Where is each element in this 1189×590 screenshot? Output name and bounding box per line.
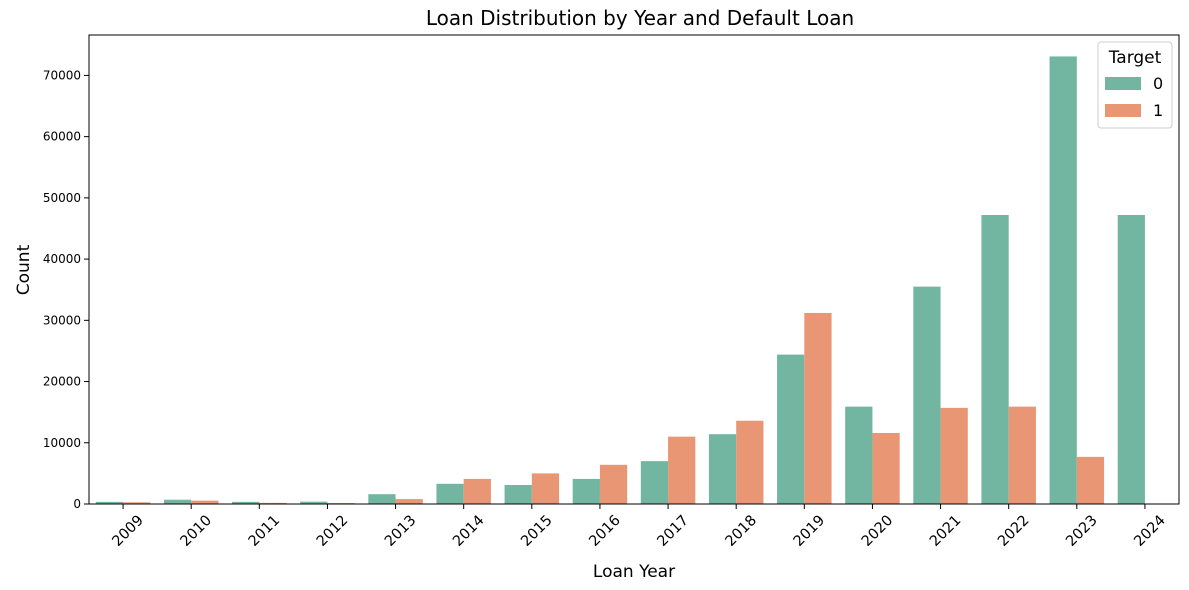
bar-2013-target-1 — [395, 499, 423, 504]
bar-2017-target-1 — [668, 436, 696, 504]
x-tick-label-2012: 2012 — [314, 512, 351, 549]
bars-group — [95, 56, 1145, 505]
bar-2019-target-0 — [777, 354, 805, 504]
x-tick-label-2022: 2022 — [995, 512, 1032, 549]
legend-swatch-1 — [1105, 104, 1141, 117]
bar-2021-target-0 — [913, 286, 941, 504]
bar-2012-target-0 — [300, 501, 328, 504]
y-tick-label-40000: 40000 — [43, 252, 81, 266]
x-tick-label-2016: 2016 — [586, 512, 623, 549]
bar-2011-target-0 — [232, 501, 260, 504]
bar-2021-target-1 — [940, 407, 968, 504]
bar-2014-target-1 — [463, 478, 491, 504]
bar-2015-target-0 — [504, 485, 532, 504]
x-tick-label-2021: 2021 — [927, 512, 964, 549]
legend-swatch-0 — [1105, 77, 1141, 90]
bar-2010-target-0 — [163, 499, 192, 504]
x-axis-label: Loan Year — [593, 562, 675, 582]
y-tick-label-10000: 10000 — [43, 436, 81, 450]
bar-2011-target-1 — [259, 502, 287, 504]
x-tick-label-2018: 2018 — [723, 512, 760, 549]
bar-2023-target-0 — [1049, 56, 1077, 505]
y-tick-label-70000: 70000 — [43, 68, 81, 82]
x-tick-label-2014: 2014 — [450, 512, 487, 549]
chart-title: Loan Distribution by Year and Default Lo… — [426, 6, 854, 30]
plot-frame — [88, 34, 1180, 505]
bar-2009-target-1 — [123, 502, 151, 504]
bar-2023-target-1 — [1076, 456, 1105, 504]
y-axis: 0 10000 20000 30000 40000 50000 60000 70000 — [43, 68, 89, 511]
y-tick-label-60000: 60000 — [43, 130, 81, 144]
y-tick-label-50000: 50000 — [43, 191, 81, 205]
legend: Target 0 1 — [1097, 41, 1173, 129]
bar-2017-target-0 — [640, 461, 669, 504]
legend-label-0: 0 — [1153, 74, 1163, 93]
x-tick-label-2023: 2023 — [1063, 512, 1100, 549]
bar-2009-target-0 — [95, 501, 124, 504]
bar-2010-target-1 — [191, 500, 219, 504]
bar-2015-target-1 — [531, 473, 560, 504]
bar-2018-target-0 — [708, 434, 737, 504]
x-tick-label-2017: 2017 — [655, 512, 692, 549]
bar-2016-target-1 — [599, 464, 628, 504]
bar-2022-target-1 — [1008, 406, 1036, 504]
bar-2016-target-0 — [572, 478, 600, 504]
x-tick-label-2013: 2013 — [382, 512, 419, 549]
legend-title: Target — [1108, 48, 1162, 68]
y-tick-label-20000: 20000 — [43, 375, 81, 389]
x-tick-label-2011: 2011 — [246, 512, 283, 549]
y-axis-label: Count — [14, 244, 34, 295]
y-tick-label-0: 0 — [73, 497, 81, 511]
bar-2020-target-1 — [872, 432, 900, 504]
x-tick-label-2015: 2015 — [518, 512, 555, 549]
x-tick-label-2010: 2010 — [178, 512, 215, 549]
bar-2024-target-0 — [1117, 215, 1145, 504]
bar-2022-target-0 — [981, 215, 1009, 504]
bar-2020-target-0 — [845, 406, 873, 504]
bar-2014-target-0 — [436, 483, 464, 504]
bar-2013-target-0 — [368, 494, 396, 504]
x-tick-label-2009: 2009 — [110, 512, 147, 549]
bar-2019-target-1 — [804, 312, 832, 504]
bar-2018-target-1 — [736, 420, 764, 504]
y-tick-label-30000: 30000 — [43, 313, 81, 327]
x-tick-label-2019: 2019 — [791, 512, 828, 549]
x-tick-label-2020: 2020 — [859, 512, 896, 549]
legend-label-1: 1 — [1153, 101, 1163, 120]
x-tick-label-2024: 2024 — [1131, 512, 1168, 549]
x-axis: 2009 2010 2011 2012 2013 2014 2015 2016 2017 2018… — [110, 504, 1169, 550]
